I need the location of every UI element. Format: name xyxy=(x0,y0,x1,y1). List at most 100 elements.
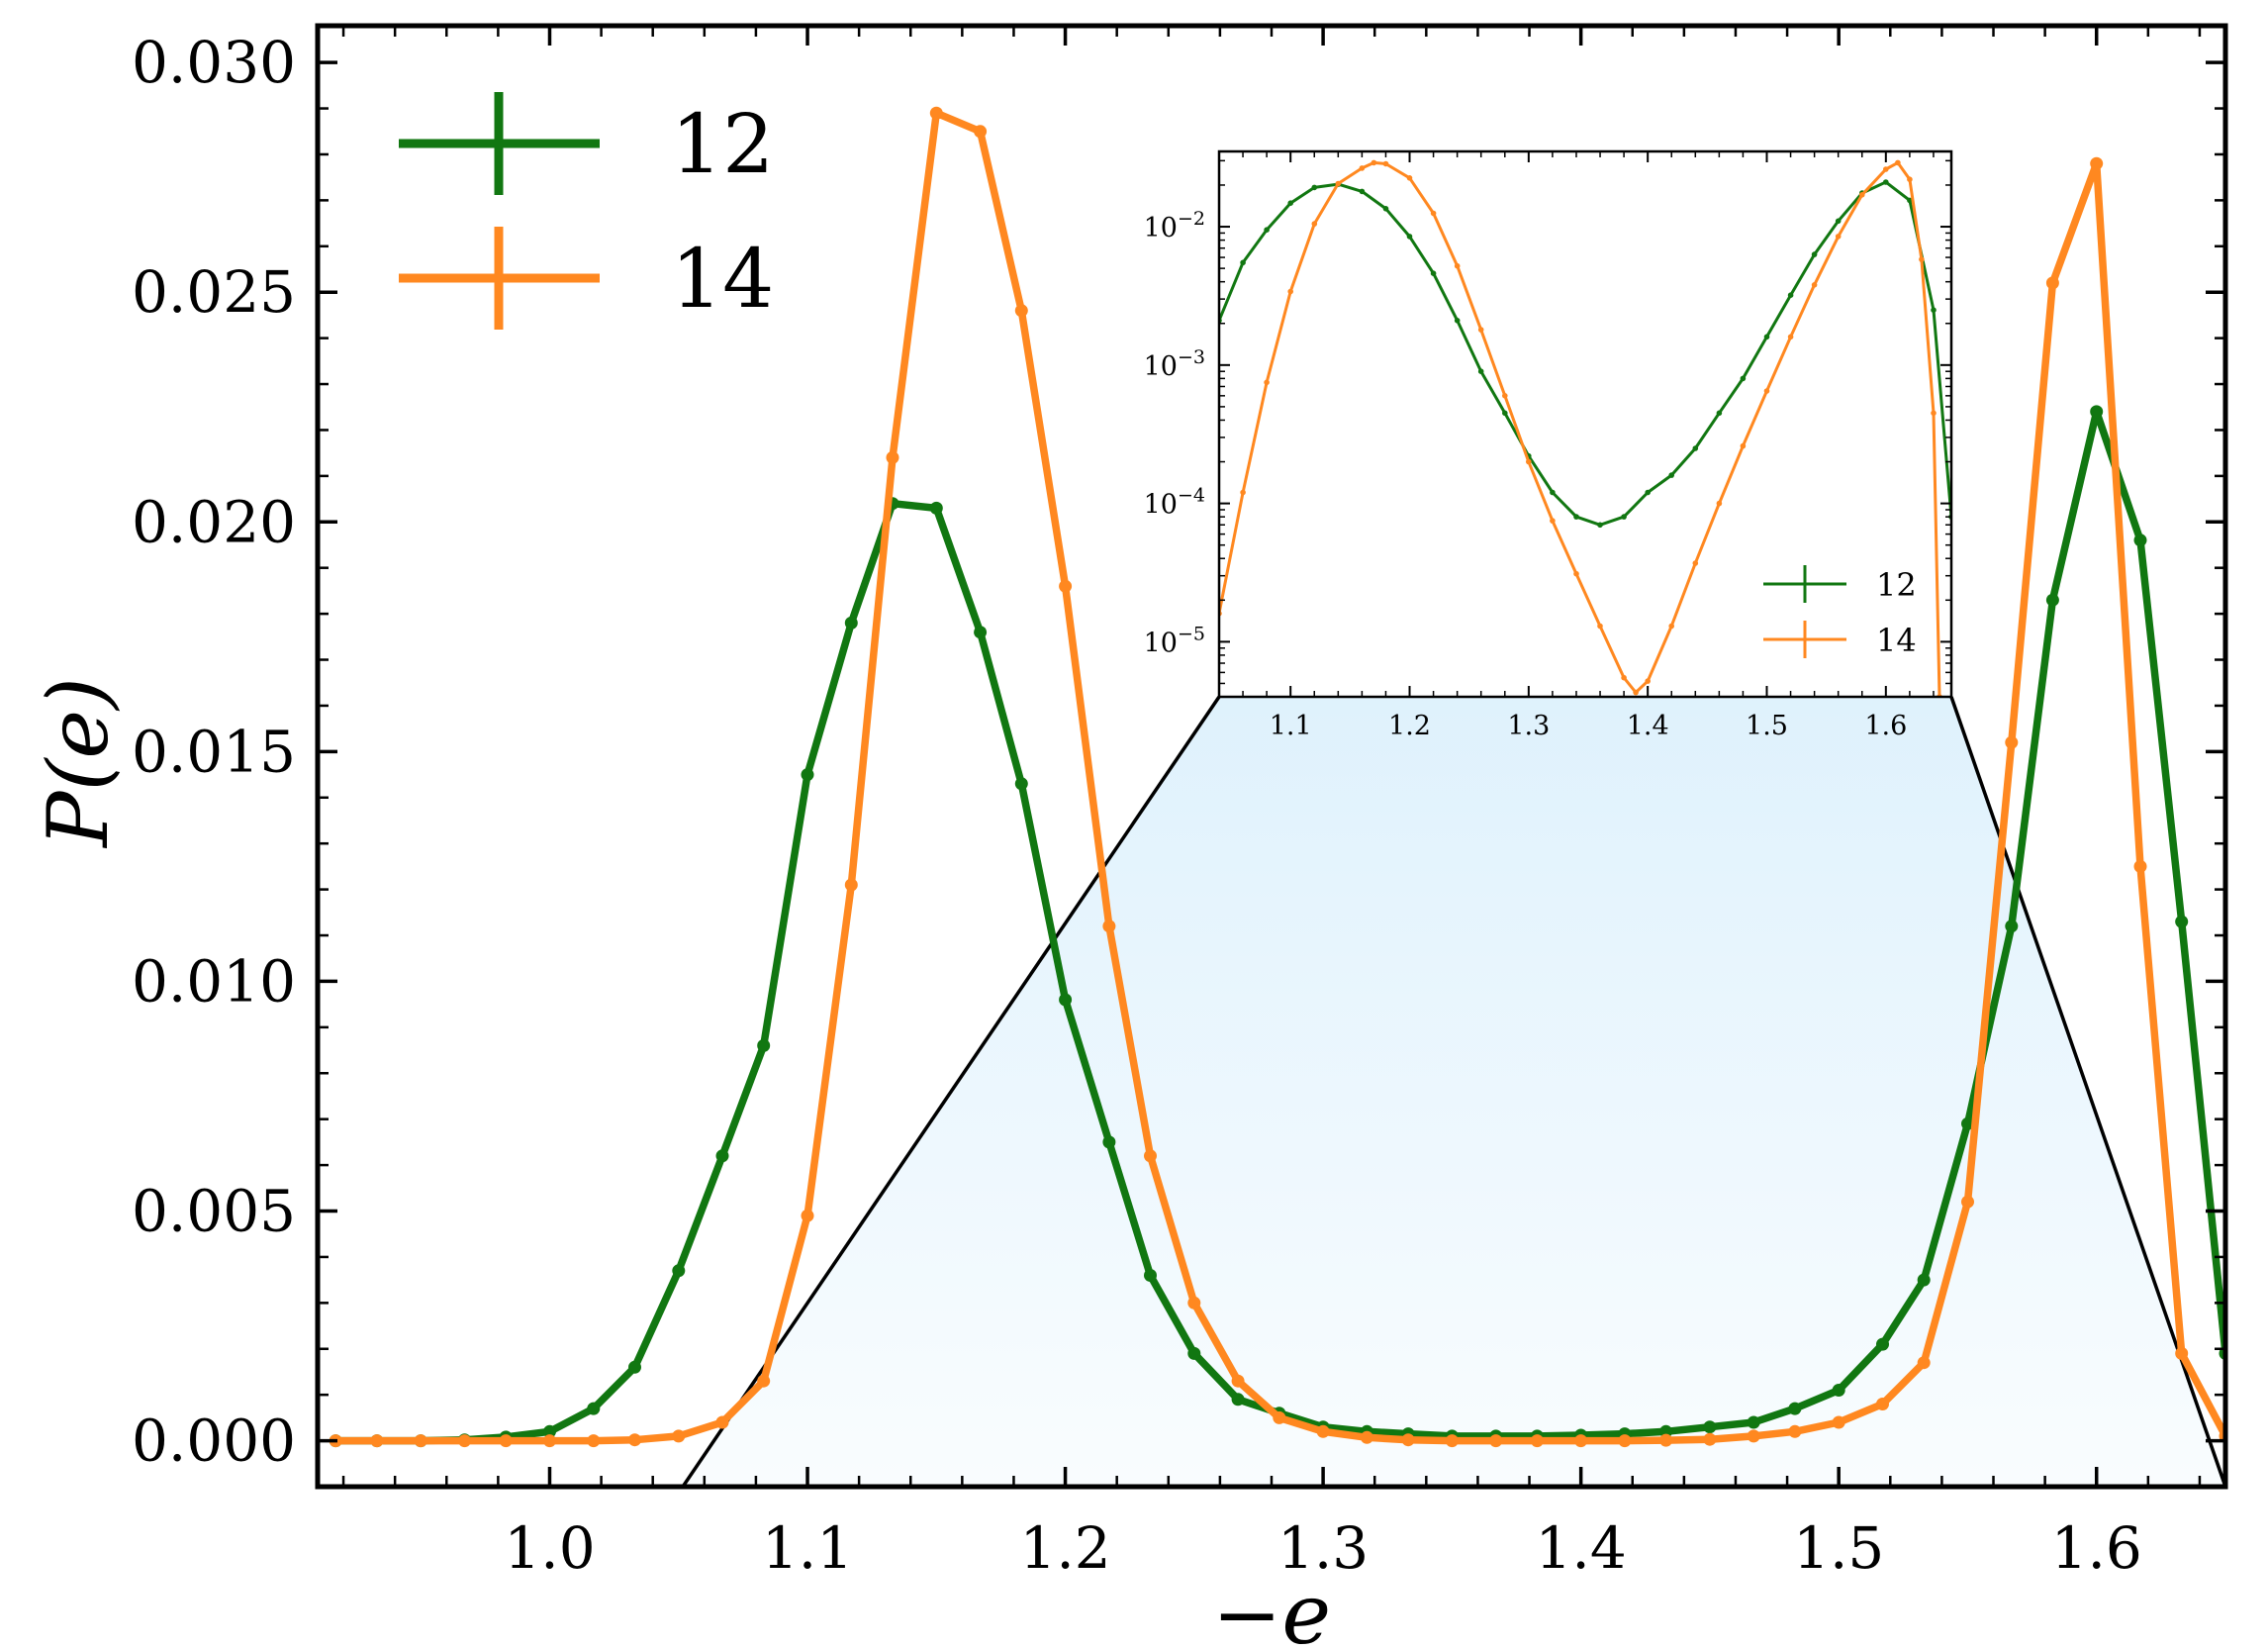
series-14-point xyxy=(1401,1433,1415,1447)
inset-y-tick-label: 10−2 xyxy=(1144,208,1205,243)
inset-series-14-point xyxy=(1370,159,1377,166)
series-14-point xyxy=(844,878,858,892)
inset-axis-ticks xyxy=(1218,151,1951,698)
inset-series-14-point xyxy=(1787,334,1794,340)
y-tick-label: 0.025 xyxy=(132,258,296,326)
inset-legend-14-label: 14 xyxy=(1876,622,1917,659)
series-12-point xyxy=(1747,1415,1760,1429)
inset-series-12-point xyxy=(1287,200,1293,206)
series-12-point xyxy=(628,1360,641,1374)
inset-series-12-point xyxy=(1573,514,1579,520)
series-14-point xyxy=(1144,1149,1157,1163)
inset-y-tick-label: 10−5 xyxy=(1144,623,1205,658)
inset-x-tick-label: 1.1 xyxy=(1270,711,1312,741)
inset-series-12-point xyxy=(1477,368,1484,375)
inset-series-12-point xyxy=(1264,227,1270,233)
zoom-indicator xyxy=(681,696,2227,1488)
inset-series-14-point xyxy=(1763,388,1770,394)
inset-series-14-point xyxy=(1430,210,1437,217)
zoom-shade xyxy=(683,697,2225,1487)
inset-series-12-point xyxy=(1240,259,1246,266)
y-tick-label: 0.005 xyxy=(132,1178,296,1245)
series-14-point xyxy=(458,1434,471,1448)
inset-series-12-point xyxy=(1763,334,1770,340)
series-12-point xyxy=(587,1402,601,1415)
series-12-point xyxy=(1014,777,1028,791)
series-14-point xyxy=(2133,859,2147,873)
inset-series-14-point xyxy=(1573,570,1579,577)
inset-x-tick-label: 1.5 xyxy=(1746,711,1788,741)
series-12-point xyxy=(715,1149,729,1163)
inset-x-tick-label: 1.6 xyxy=(1864,711,1907,741)
series-14-point xyxy=(1445,1434,1459,1448)
inset-series-14-point xyxy=(1668,623,1674,630)
inset-series-14-point xyxy=(1692,560,1699,566)
series-12-point xyxy=(1102,1135,1116,1149)
series-12-point xyxy=(543,1424,556,1438)
x-tick-label: 1.2 xyxy=(1019,1514,1110,1582)
inset-series-14-point xyxy=(1716,500,1723,507)
inset-series-12-point xyxy=(1382,206,1389,212)
inset-series-14-point xyxy=(1359,165,1366,171)
series-14-point xyxy=(1747,1429,1760,1443)
legend-14-label: 14 xyxy=(671,233,774,327)
x-tick-label: 1.6 xyxy=(2051,1514,2142,1582)
series-14-point xyxy=(1961,1195,1974,1209)
series-14-point xyxy=(1014,304,1028,318)
series-14-point xyxy=(2045,276,2059,290)
series-14-point xyxy=(1316,1424,1330,1438)
inset-series-14-point xyxy=(1526,458,1532,465)
series-12-point xyxy=(2045,593,2059,607)
series-12-point xyxy=(844,616,858,630)
main-axis-ticks xyxy=(318,26,2225,1487)
series-12-point xyxy=(2133,534,2147,547)
inset-y-tick-label: 10−4 xyxy=(1144,485,1205,521)
y-tick-label: 0.010 xyxy=(132,947,296,1015)
series-14-point xyxy=(587,1434,601,1448)
series-12-point xyxy=(1961,1116,1974,1130)
series-12-point xyxy=(929,501,943,515)
inset-series-12-point xyxy=(1502,410,1508,417)
inset-series-12-point xyxy=(1835,218,1842,225)
inset-series-14-point xyxy=(1883,166,1889,172)
y-tick-label: 0.015 xyxy=(132,718,296,785)
inset-series-14-point xyxy=(1859,192,1865,198)
inset-series-14-point xyxy=(1895,159,1901,166)
series-14-point xyxy=(1876,1398,1889,1410)
y-tick-label: 0.020 xyxy=(132,488,296,555)
inset-series-12-point xyxy=(1311,184,1318,191)
series-14-point xyxy=(1187,1296,1201,1310)
inset-series-12-point xyxy=(1740,375,1747,382)
series-14-point xyxy=(1703,1432,1717,1446)
inset-plot-series xyxy=(1219,159,1951,697)
x-tick-label: 1.5 xyxy=(1793,1514,1884,1582)
inset-series-14-line xyxy=(1219,160,1941,697)
x-tick-label: 1.0 xyxy=(504,1514,595,1582)
inset-series-14-point xyxy=(1835,234,1842,240)
inset-series-14-point xyxy=(1382,160,1389,167)
series-14-point xyxy=(672,1429,686,1443)
inset-series-12-point xyxy=(1787,292,1794,299)
series-14-point xyxy=(1832,1415,1845,1429)
series-14-point xyxy=(1102,920,1116,933)
series-12-point xyxy=(1876,1337,1889,1351)
inset-series-14-point xyxy=(1502,393,1508,399)
series-14-point xyxy=(1360,1430,1373,1444)
inset-series-14-point xyxy=(1811,282,1818,288)
inset-y-tick-label: 10−3 xyxy=(1144,346,1205,382)
inset-series-14-point xyxy=(1406,175,1413,181)
x-tick-label: 1.1 xyxy=(762,1514,853,1582)
inset-series-14-point xyxy=(1740,442,1747,449)
series-14-point xyxy=(1059,579,1073,593)
inset-series-14-point xyxy=(1621,674,1627,681)
inset-series-12-point xyxy=(1811,251,1818,257)
inset-series-12-point xyxy=(1550,489,1556,496)
series-14-point xyxy=(628,1433,641,1447)
inset-series-12-point xyxy=(1621,514,1627,520)
inset-x-tick-label: 1.4 xyxy=(1627,711,1669,741)
series-14-point xyxy=(414,1434,427,1448)
series-12-point xyxy=(757,1038,771,1052)
series-12-point xyxy=(1144,1269,1157,1282)
